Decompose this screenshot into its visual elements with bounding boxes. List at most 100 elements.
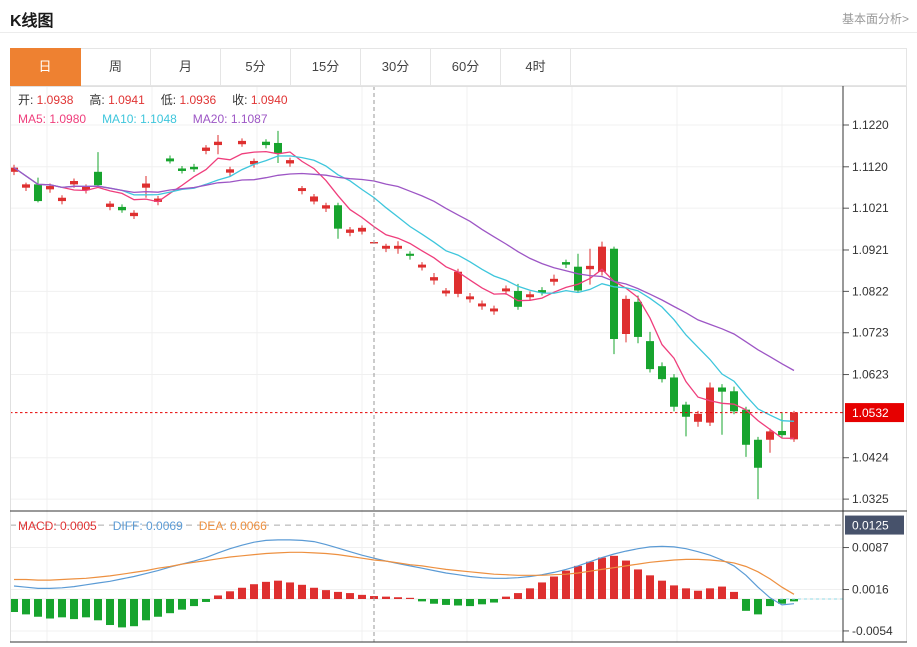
page-header: K线图 基本面分析> xyxy=(0,0,917,32)
macd-bar xyxy=(190,599,198,607)
candle-body xyxy=(502,288,510,292)
candle-body xyxy=(562,262,570,265)
fundamental-analysis-link[interactable]: 基本面分析> xyxy=(841,12,909,26)
macd-bar xyxy=(298,584,306,599)
chart-plot-area[interactable]: 1.1220 1.1120 1.1021 1.0921 1.0822 1.0723 1.06… xyxy=(10,86,907,645)
candle-body xyxy=(106,203,114,207)
macd-bar xyxy=(250,584,258,599)
ma5-line xyxy=(13,150,795,439)
candle-body xyxy=(778,430,786,436)
tab-period-7[interactable]: 4时 xyxy=(501,49,571,85)
price-tick-label: 1.0921 xyxy=(852,243,889,257)
macd-bar xyxy=(634,569,642,599)
macd-bar xyxy=(622,560,630,599)
macd-bar xyxy=(790,599,798,602)
tab-period-3[interactable]: 5分 xyxy=(221,49,291,85)
candle-body xyxy=(430,277,438,281)
candle-body xyxy=(358,227,366,232)
macd-bar xyxy=(58,599,66,618)
macd-bar xyxy=(694,590,702,599)
candle-body xyxy=(406,253,414,256)
candle-body xyxy=(538,290,546,293)
candle-body xyxy=(526,294,534,298)
macd-bar xyxy=(490,599,498,603)
candle-body xyxy=(286,160,294,164)
macd-bar xyxy=(706,588,714,599)
macd-bar xyxy=(274,580,282,599)
candle-body xyxy=(58,197,66,202)
macd-bar xyxy=(658,580,666,599)
candle-body xyxy=(622,298,630,334)
macd-bar xyxy=(730,591,738,599)
tab-period-2[interactable]: 月 xyxy=(151,49,221,85)
candle-body xyxy=(34,184,42,202)
tab-period-5[interactable]: 30分 xyxy=(361,49,431,85)
diff-line xyxy=(13,539,795,606)
candle-body xyxy=(22,184,30,188)
macd-bar xyxy=(154,599,162,617)
macd-bar xyxy=(106,599,114,626)
candle-body xyxy=(610,248,618,340)
macd-bar xyxy=(538,582,546,599)
macd-bar xyxy=(466,599,474,607)
macd-tick-label: -0.0054 xyxy=(852,624,893,638)
candle-body xyxy=(190,166,198,170)
macd-bar xyxy=(718,586,726,599)
dea-line xyxy=(14,551,795,595)
candle-body xyxy=(658,366,666,380)
current-price-badge xyxy=(845,403,904,423)
candle-body xyxy=(454,271,462,294)
tab-period-4[interactable]: 15分 xyxy=(291,49,361,85)
candle-body xyxy=(730,391,738,412)
macd-bar xyxy=(46,599,54,619)
candle-body xyxy=(130,212,138,217)
macd-bar xyxy=(238,587,246,599)
macd-bar xyxy=(598,557,606,599)
macd-bar xyxy=(118,599,126,628)
tab-period-0[interactable]: 日 xyxy=(10,48,81,86)
macd-bar xyxy=(34,599,42,617)
current-price-badge-label: 1.0532 xyxy=(852,406,889,420)
macd-bar xyxy=(130,599,138,627)
candle-body xyxy=(634,301,642,337)
macd-top-badge-label: 0.0125 xyxy=(852,519,889,533)
macd-bar xyxy=(646,575,654,599)
candle-body xyxy=(478,303,486,307)
candle-body xyxy=(322,205,330,209)
tab-period-6[interactable]: 60分 xyxy=(431,49,501,85)
candle-body xyxy=(670,377,678,407)
candle-body xyxy=(586,265,594,270)
candle-body xyxy=(694,413,702,422)
macd-bar xyxy=(142,599,150,621)
macd-bar xyxy=(262,581,270,599)
macd-bar xyxy=(94,599,102,621)
macd-bar xyxy=(334,591,342,599)
macd-bar xyxy=(550,576,558,599)
macd-bar xyxy=(574,565,582,599)
price-tick-label: 1.1220 xyxy=(852,118,889,132)
candle-body xyxy=(682,404,690,417)
candle-body xyxy=(382,245,390,249)
macd-bar xyxy=(610,555,618,599)
candle-body xyxy=(418,264,426,268)
candle-body xyxy=(214,141,222,146)
macd-bar xyxy=(358,594,366,599)
candle-body xyxy=(490,308,498,312)
macd-bar xyxy=(166,599,174,614)
candle-body xyxy=(310,196,318,202)
macd-bar xyxy=(682,588,690,599)
tab-period-1[interactable]: 周 xyxy=(81,49,151,85)
candle-body xyxy=(238,140,246,145)
price-tick-label: 1.1021 xyxy=(852,201,889,215)
candle-body xyxy=(166,158,174,162)
macd-bar xyxy=(214,595,222,599)
candle-body xyxy=(598,246,606,272)
macd-bar xyxy=(286,582,294,599)
candle-body xyxy=(94,171,102,186)
candle-body xyxy=(142,183,150,188)
candle-body xyxy=(646,341,654,370)
macd-bar xyxy=(382,596,390,599)
macd-bar xyxy=(514,593,522,599)
macd-bar xyxy=(406,597,414,599)
candle-body xyxy=(346,229,354,233)
